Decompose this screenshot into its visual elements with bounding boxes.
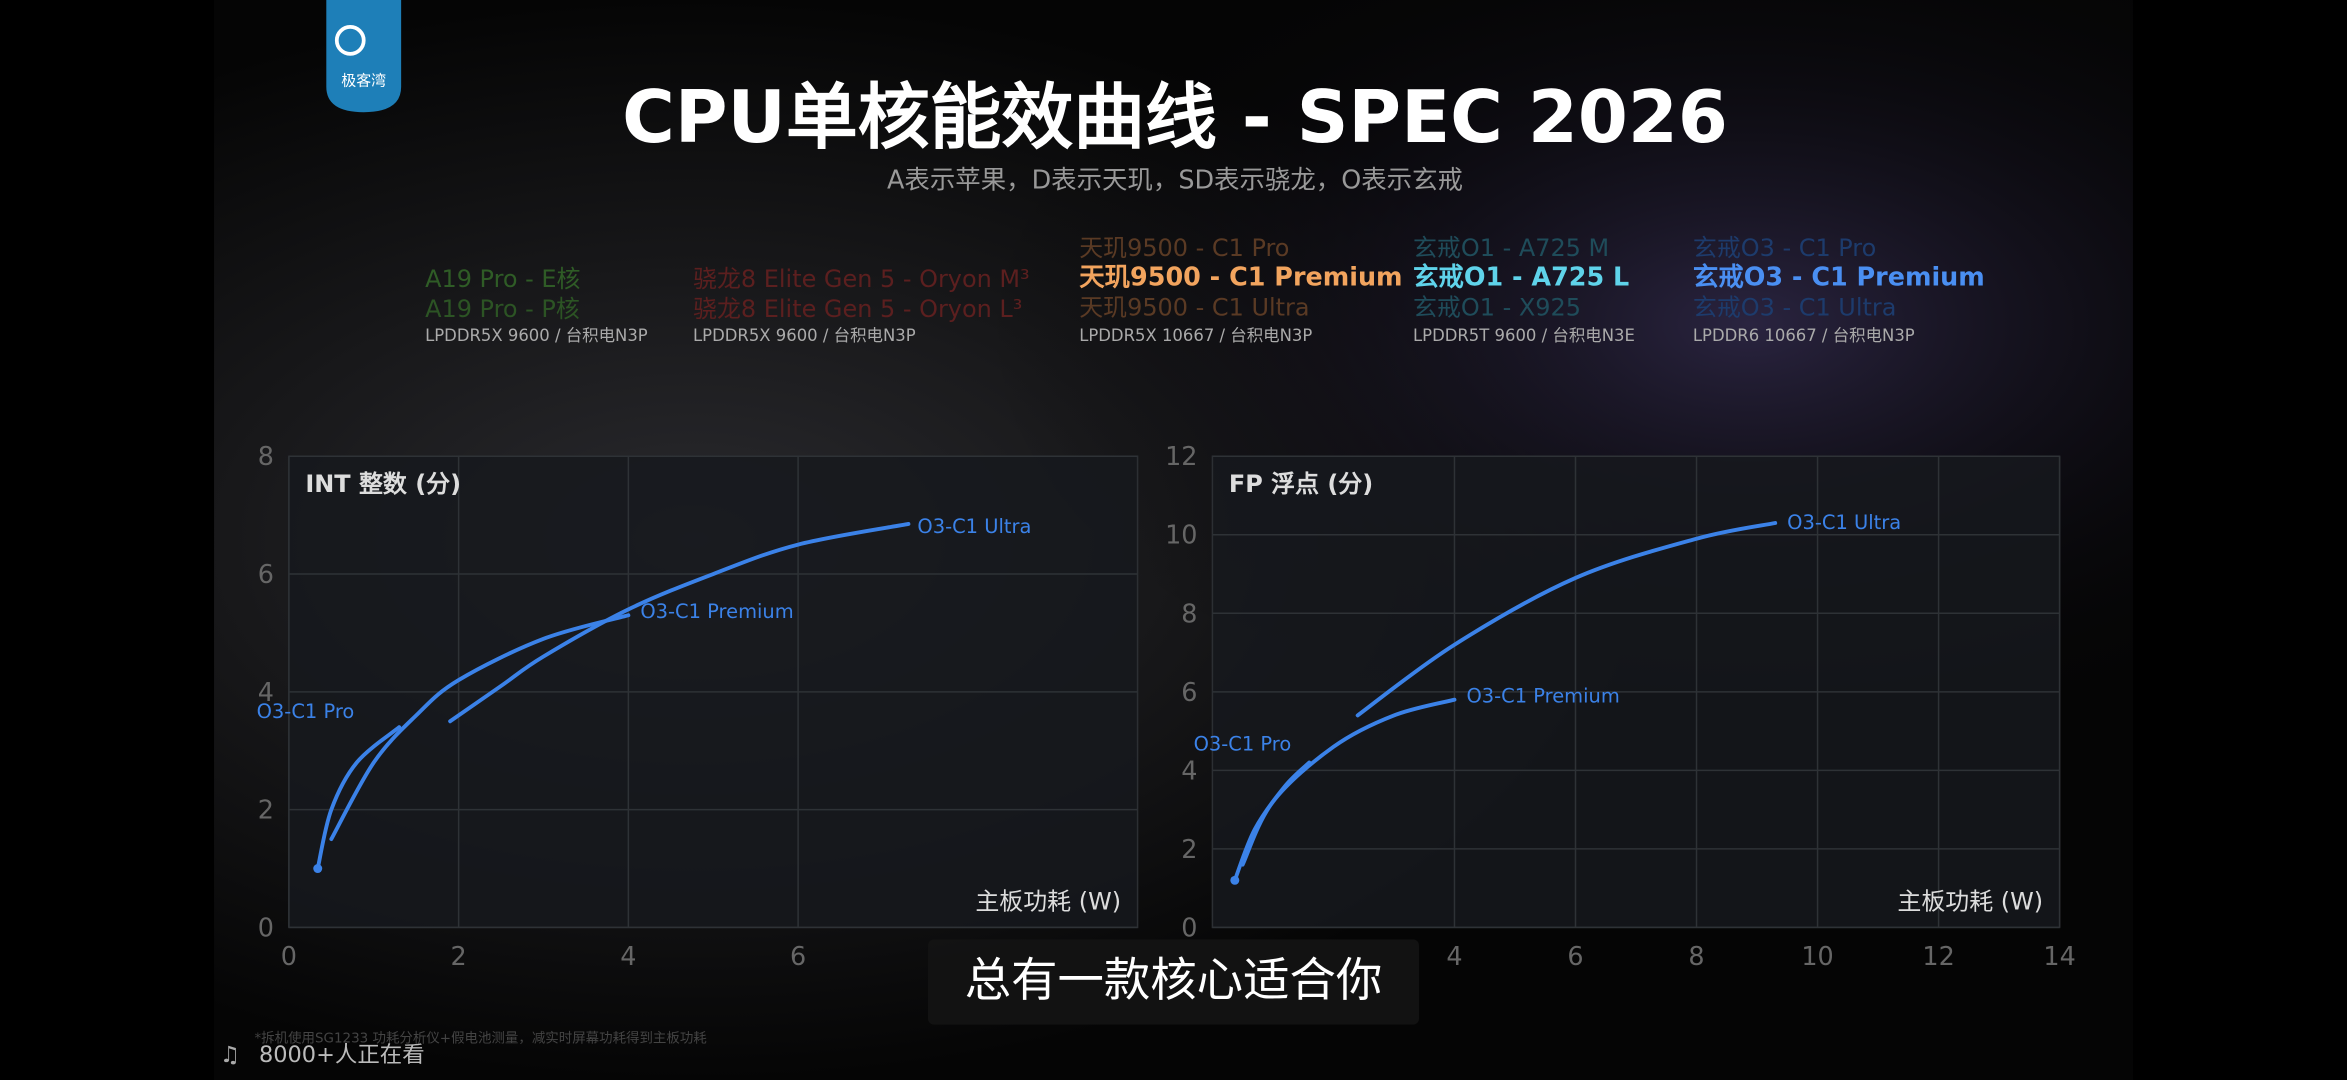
series-label: O3-C1 Ultra xyxy=(1787,511,1901,534)
chart: 0 2 4 6 8 10 12 4 6 8 10 12 14 FP 浮点 (分) 主板功耗 (W) O3-C1… xyxy=(1165,441,2076,971)
x-tick-label: 4 xyxy=(620,941,636,971)
series-line xyxy=(1355,521,1778,718)
x-tick-label: 6 xyxy=(1567,941,1583,971)
legend-entry: 天玑9500 - C1 Ultra xyxy=(1079,294,1309,322)
series-label: O3-C1 Ultra xyxy=(917,515,1031,538)
x-tick-label: 2 xyxy=(451,941,467,971)
chart-title: INT 整数 (分) xyxy=(305,470,461,498)
logo-text: 极客湾 xyxy=(341,71,386,89)
charts: 0 2 4 6 8 0 2 4 6 INT 整数 (分) 主板功耗 (W) O3-C1 Ultra O3… xyxy=(257,441,2076,971)
logo-icon xyxy=(334,25,366,56)
logo-badge xyxy=(326,0,402,113)
viewers: 8000+人正在看 xyxy=(259,1042,425,1068)
legend-entry: A19 Pro - E核 xyxy=(425,265,580,293)
y-tick-label: 8 xyxy=(1181,598,1197,628)
logo: 极客湾 xyxy=(326,0,402,113)
series-line xyxy=(315,725,402,871)
series-start-dot xyxy=(1230,875,1240,885)
x-tick-label: 8 xyxy=(1688,941,1704,971)
chart: 0 2 4 6 8 0 2 4 6 INT 整数 (分) 主板功耗 (W) O3-C1 Ultra O3… xyxy=(257,441,1139,971)
series-label: O3-C1 Premium xyxy=(640,600,793,623)
series-line xyxy=(1232,760,1312,883)
x-tick-label: 0 xyxy=(281,941,297,971)
y-tick-label: 2 xyxy=(1181,834,1197,864)
viewer-icon: ♫ xyxy=(220,1042,240,1068)
x-axis-label: 主板功耗 (W) xyxy=(975,887,1121,915)
legend-entry: 玄戒O1 - A725 L xyxy=(1413,262,1629,292)
legend-memory: LPDDR6 10667 / 台积电N3P xyxy=(1693,326,1915,345)
x-tick-label: 4 xyxy=(1446,941,1462,971)
footnote: *拆机使用SG1233 功耗分析仪+假电池测量，减实时屏幕功耗得到主板功耗 xyxy=(254,1030,706,1047)
legend-entry: 天玑9500 - C1 Premium xyxy=(1079,262,1402,292)
y-tick-label: 6 xyxy=(258,559,274,589)
legend-entry: 玄戒O3 - C1 Ultra xyxy=(1693,294,1897,322)
y-tick-label: 4 xyxy=(258,677,274,707)
legend-memory: LPDDR5X 10667 / 台积电N3P xyxy=(1079,326,1312,345)
x-axis-label: 主板功耗 (W) xyxy=(1897,887,2043,915)
title: CPU单核能效曲线 - SPEC 2026 xyxy=(622,75,1728,159)
series-label: O3-C1 Premium xyxy=(1466,685,1619,708)
series-label: O3-C1 Pro xyxy=(257,700,355,723)
legend-entry: 玄戒O3 - C1 Pro xyxy=(1693,234,1876,262)
series-line xyxy=(448,522,911,724)
legend-entry: 骁龙8 Elite Gen 5 - Oryon L³ xyxy=(693,295,1022,323)
legend-memory: LPDDR5X 9600 / 台积电N3P xyxy=(693,326,916,345)
chart-title: FP 浮点 (分) xyxy=(1229,470,1373,498)
y-tick-label: 2 xyxy=(258,795,274,825)
x-tick-label: 14 xyxy=(2043,941,2075,971)
x-tick-label: 10 xyxy=(1801,941,1833,971)
legend-entry: 玄戒O1 - X925 xyxy=(1413,294,1581,322)
caption-box xyxy=(928,939,1419,1025)
legend-entry: 天玑9500 - C1 Pro xyxy=(1079,234,1289,262)
y-tick-label: 0 xyxy=(258,912,274,942)
series-start-dot xyxy=(313,864,323,874)
y-tick-label: 4 xyxy=(1181,755,1197,785)
legend-entry: 骁龙8 Elite Gen 5 - Oryon M³ xyxy=(693,265,1030,293)
series-line xyxy=(329,613,631,842)
y-tick-label: 10 xyxy=(1165,520,1197,550)
legend-memory: LPDDR5T 9600 / 台积电N3E xyxy=(1413,326,1635,345)
y-tick-label: 12 xyxy=(1165,441,1197,471)
x-tick-label: 12 xyxy=(1922,941,1954,971)
legend-memory: LPDDR5X 9600 / 台积电N3P xyxy=(425,326,648,345)
legend-entry: A19 Pro - P核 xyxy=(425,295,580,323)
legend-entry: 玄戒O3 - C1 Premium xyxy=(1693,262,1985,292)
y-tick-label: 6 xyxy=(1181,677,1197,707)
y-tick-label: 0 xyxy=(1181,912,1197,942)
x-tick-label: 6 xyxy=(790,941,806,971)
subtitle: A表示苹果，D表示天玑，SD表示骁龙，O表示玄戒 xyxy=(887,164,1463,194)
series-label: O3-C1 Pro xyxy=(1194,733,1292,756)
y-tick-label: 8 xyxy=(258,441,274,471)
legend-entry: 玄戒O1 - A725 M xyxy=(1413,234,1609,262)
caption: 总有一款核心适合你 xyxy=(965,953,1383,1007)
